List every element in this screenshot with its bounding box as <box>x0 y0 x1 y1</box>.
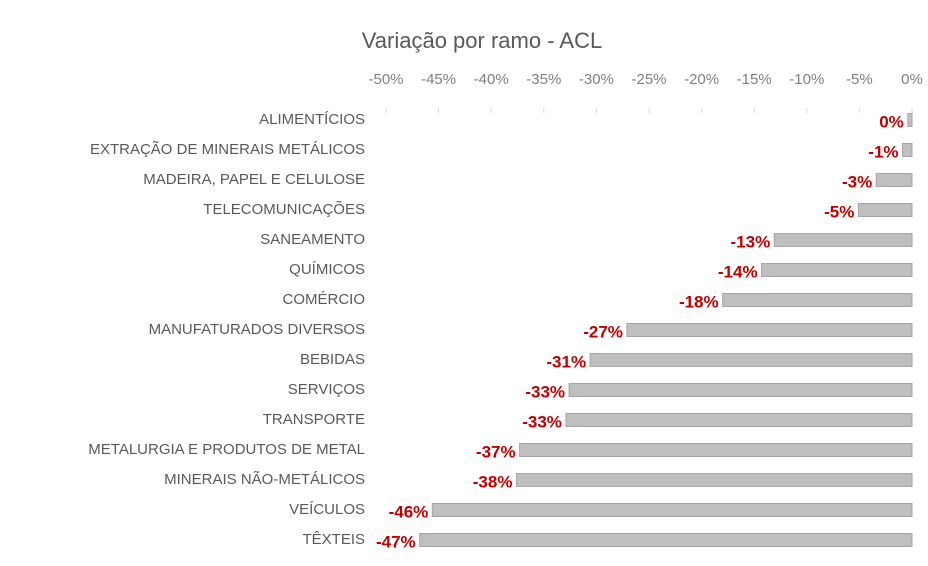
data-label: -46% <box>389 502 429 521</box>
y-tick-label: EXTRAÇÃO DE MINERAIS METÁLICOS <box>90 141 365 158</box>
bar <box>515 473 913 487</box>
bar <box>875 173 913 187</box>
data-label: -27% <box>583 322 623 341</box>
x-tick-label: 0% <box>901 71 923 88</box>
y-tick-label: TÊXTEIS <box>302 531 365 548</box>
bar <box>857 203 913 217</box>
y-tick-label: COMÉRCIO <box>283 291 366 308</box>
x-tick-label: -30% <box>579 71 614 88</box>
x-tick-label: -35% <box>526 71 561 88</box>
chart-title: Variação por ramo - ACL <box>362 28 602 53</box>
data-label: -18% <box>679 292 719 311</box>
data-label: -13% <box>731 232 771 251</box>
y-tick-label: SANEAMENTO <box>260 231 365 248</box>
bar <box>761 263 913 277</box>
x-tick-label: -15% <box>737 71 772 88</box>
data-label: -5% <box>824 202 854 221</box>
y-tick-label: TELECOMUNICAÇÕES <box>203 201 365 218</box>
y-tick-label: MINERAIS NÃO-METÁLICOS <box>164 471 365 488</box>
y-tick-label: METALURGIA E PRODUTOS DE METAL <box>88 441 365 458</box>
bar <box>902 143 913 157</box>
bar <box>773 233 913 247</box>
x-tick-label: -25% <box>631 71 666 88</box>
data-label: -33% <box>522 412 562 431</box>
data-label: -14% <box>718 262 758 281</box>
bar <box>568 383 913 397</box>
data-label: -3% <box>842 172 872 191</box>
y-tick-label: QUÍMICOS <box>289 261 365 278</box>
data-label: -33% <box>525 382 565 401</box>
data-label: -37% <box>476 442 516 461</box>
y-tick-label: TRANSPORTE <box>263 411 365 428</box>
bar <box>431 503 913 517</box>
y-tick-label: SERVIÇOS <box>288 381 365 398</box>
y-tick-label: ALIMENTÍCIOS <box>259 111 365 128</box>
y-tick-label: MANUFATURADOS DIVERSOS <box>149 321 365 338</box>
x-tick-label: -40% <box>474 71 509 88</box>
bar <box>589 353 913 367</box>
bar <box>907 113 913 127</box>
data-label: -38% <box>473 472 513 491</box>
y-tick-label: BEBIDAS <box>300 351 365 368</box>
data-label: 0% <box>879 112 904 131</box>
bar <box>626 323 913 337</box>
bar <box>565 413 913 427</box>
data-label: -47% <box>376 532 416 551</box>
bar <box>419 533 913 547</box>
x-tick-label: -5% <box>846 71 873 88</box>
bar <box>722 293 913 307</box>
x-tick-label: -45% <box>421 71 456 88</box>
x-tick-label: -50% <box>368 71 403 88</box>
data-label: -1% <box>868 142 898 161</box>
y-tick-label: VEÍCULOS <box>289 501 365 518</box>
data-label: -31% <box>546 352 586 371</box>
x-tick-label: -10% <box>789 71 824 88</box>
bar <box>519 443 913 457</box>
x-tick-label: -20% <box>684 71 719 88</box>
y-tick-label: MADEIRA, PAPEL E CELULOSE <box>143 171 365 188</box>
